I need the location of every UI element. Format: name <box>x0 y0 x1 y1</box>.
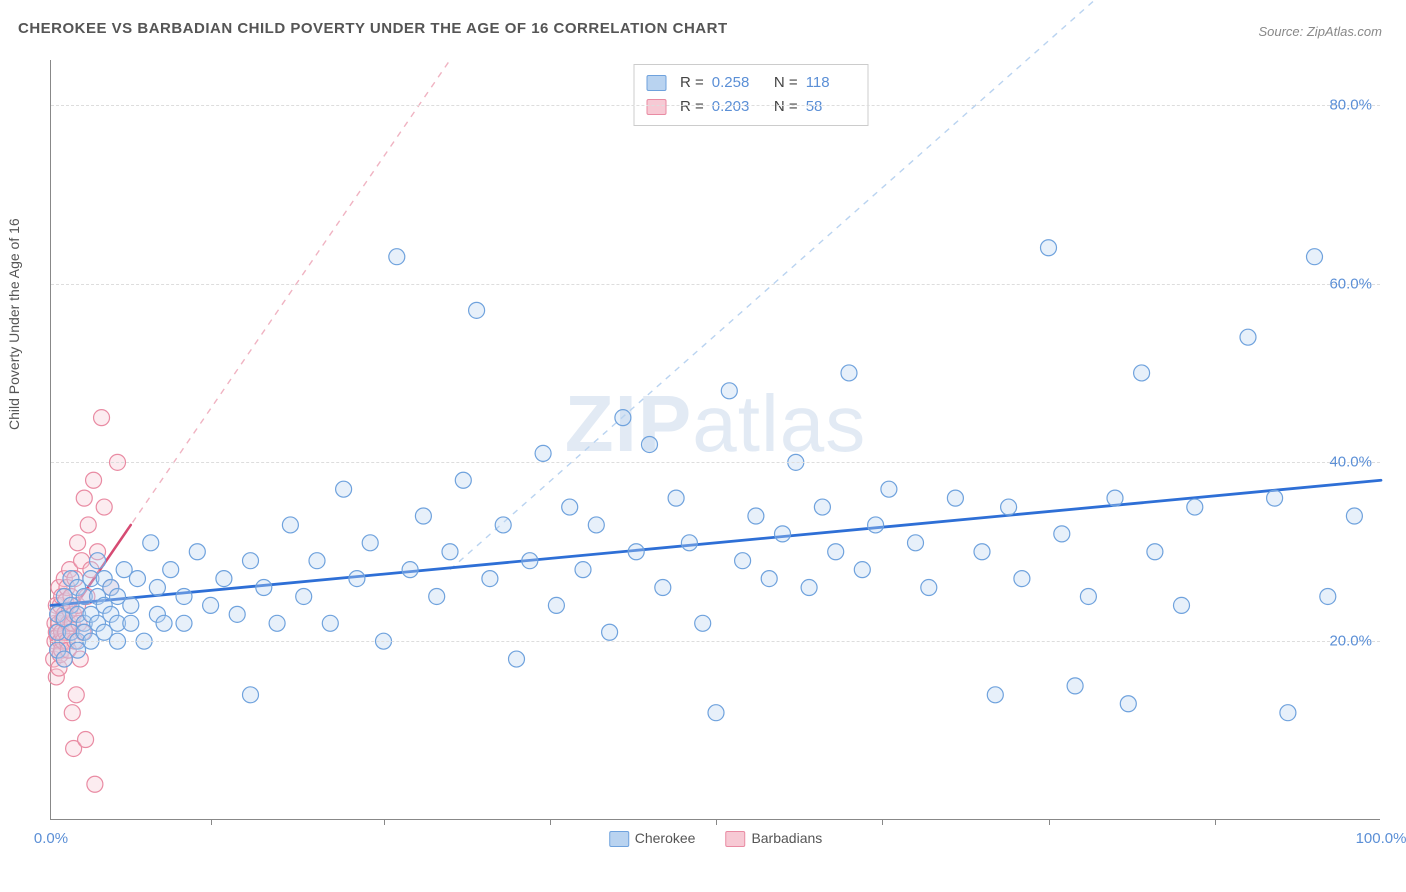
stats-swatch-barbadians <box>646 99 666 115</box>
stats-n-label: N = <box>770 71 798 95</box>
legend-swatch-barbadians <box>725 831 745 847</box>
legend-swatch-cherokee <box>609 831 629 847</box>
stats-n-barbadians: 58 <box>806 95 856 119</box>
x-tick-label: 100.0% <box>1356 830 1406 847</box>
chart-title: CHEROKEE VS BARBADIAN CHILD POVERTY UNDE… <box>18 20 728 37</box>
x-axis-legend: Cherokee Barbadians <box>609 830 823 847</box>
y-tick-label: 80.0% <box>1329 96 1372 113</box>
stats-box: R = 0.258 N = 118 R = 0.203 N = 58 <box>633 64 869 126</box>
y-tick-label: 40.0% <box>1329 454 1372 471</box>
stats-r-label: R = <box>680 71 704 95</box>
stats-r-label: R = <box>680 95 704 119</box>
scatter-plot: ZIPatlas R = 0.258 N = 118 R = 0.203 N =… <box>50 60 1380 820</box>
y-axis-label: Child Poverty Under the Age of 16 <box>6 218 22 430</box>
legend-label-barbadians: Barbadians <box>751 830 822 846</box>
x-tick-label: 0.0% <box>34 830 68 847</box>
legend-label-cherokee: Cherokee <box>635 830 696 846</box>
watermark-b: atlas <box>692 379 866 468</box>
stats-r-cherokee: 0.258 <box>712 71 762 95</box>
stats-r-barbadians: 0.203 <box>712 95 762 119</box>
source-prefix: Source: <box>1258 24 1306 39</box>
stats-row-barbadians: R = 0.203 N = 58 <box>646 95 856 119</box>
legend-item-cherokee: Cherokee <box>609 830 696 847</box>
stats-swatch-cherokee <box>646 75 666 91</box>
stats-row-cherokee: R = 0.258 N = 118 <box>646 71 856 95</box>
y-tick-label: 20.0% <box>1329 633 1372 650</box>
stats-n-label: N = <box>770 95 798 119</box>
y-tick-label: 60.0% <box>1329 275 1372 292</box>
plot-svg <box>51 60 351 210</box>
source-credit: Source: ZipAtlas.com <box>1258 24 1382 39</box>
source-link[interactable]: ZipAtlas.com <box>1307 24 1382 39</box>
legend-item-barbadians: Barbadians <box>725 830 822 847</box>
stats-n-cherokee: 118 <box>806 71 856 95</box>
watermark: ZIPatlas <box>565 378 866 470</box>
